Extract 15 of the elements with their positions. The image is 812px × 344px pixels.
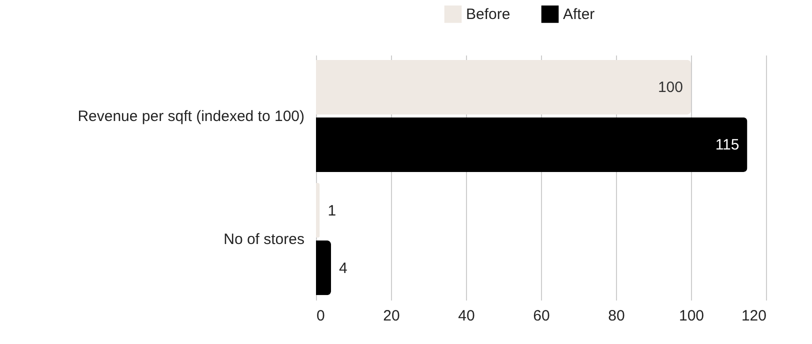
y-tick-label: No of stores [224, 231, 304, 248]
legend-label: After [563, 6, 595, 24]
legend-label: Before [466, 6, 510, 24]
data-label: 115 [715, 136, 740, 154]
data-label: 1 [328, 202, 336, 220]
x-tick-label: 0 [316, 308, 325, 324]
x-tick-label: 120 [741, 308, 766, 324]
x-tick-label: 80 [608, 308, 625, 324]
x-tick-label: 100 [678, 308, 704, 324]
y-tick-label: Revenue per sqft (indexed to 100) [78, 108, 304, 125]
x-tick-label: 60 [533, 308, 550, 324]
x-tick-label: 40 [458, 308, 475, 324]
x-tick-label: 20 [383, 308, 400, 324]
data-label: 4 [339, 260, 348, 277]
data-label: 100 [658, 79, 683, 96]
